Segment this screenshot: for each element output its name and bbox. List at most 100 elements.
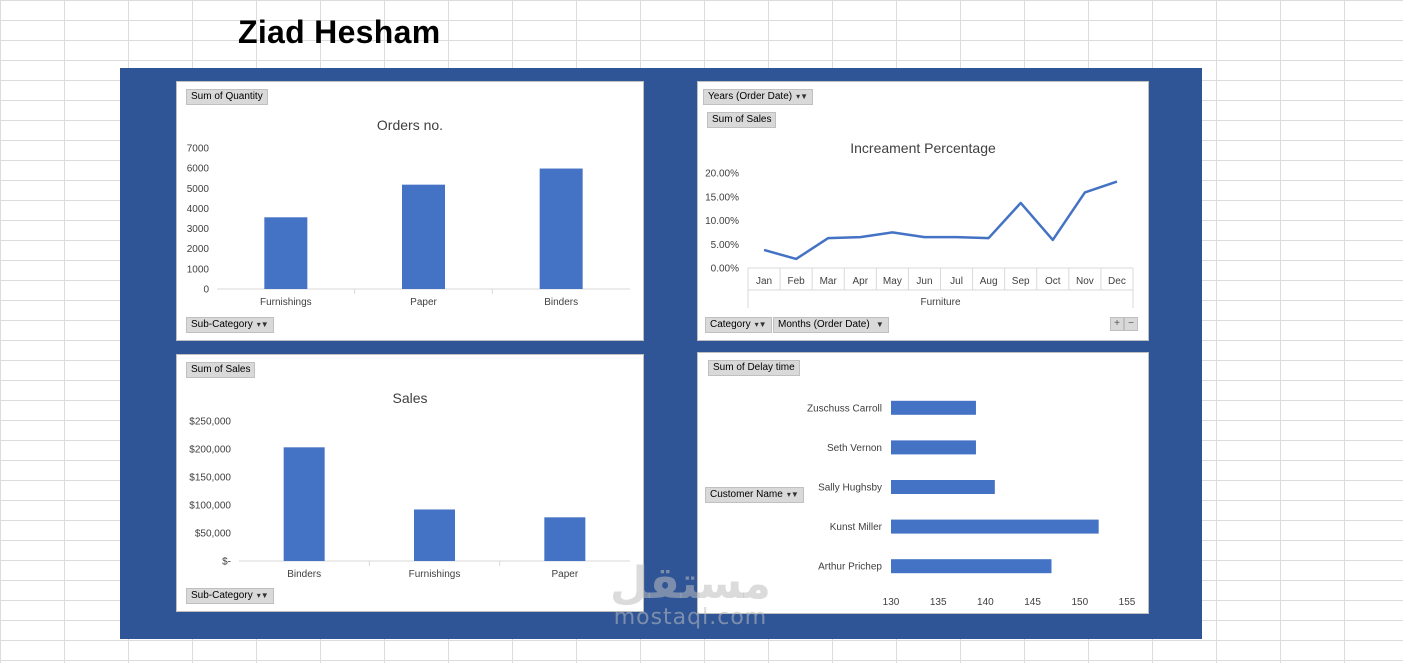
- sub-category-filter-button[interactable]: Sub-Category ▾▼: [186, 317, 274, 333]
- x-tick-label: Jul: [950, 276, 963, 287]
- customer-name-filter-button[interactable]: Customer Name ▾▼: [705, 487, 804, 503]
- x-tick-label: Oct: [1045, 276, 1061, 287]
- bar: [891, 519, 1099, 534]
- x-tick-label: Jan: [756, 276, 772, 287]
- bar: [891, 400, 976, 415]
- expand-field-button[interactable]: +: [1110, 317, 1124, 331]
- axis-button-label: Sub-Category: [191, 319, 253, 330]
- y-tick-label: Sally Hughsby: [818, 483, 882, 494]
- x-tick-label: Mar: [820, 276, 838, 287]
- y-tick-label: 5.00%: [711, 240, 739, 251]
- category-filter-button[interactable]: Category ▾▼: [705, 317, 772, 333]
- y-tick-label: 3000: [187, 224, 210, 235]
- x-tick-label: 135: [930, 597, 947, 608]
- y-tick-label: Kunst Miller: [830, 522, 883, 533]
- bar: [402, 184, 445, 289]
- y-tick-label: $-: [222, 557, 231, 568]
- x-tick-label: Paper: [410, 297, 437, 308]
- filter-icon: ▾▼: [256, 591, 269, 600]
- x-tick-label: Nov: [1076, 276, 1094, 287]
- bar: [891, 440, 976, 455]
- sum-of-sales-field-button[interactable]: Sum of Sales: [186, 362, 256, 378]
- bar: [891, 559, 1052, 574]
- y-tick-label: $100,000: [189, 501, 231, 512]
- y-tick-label: $150,000: [189, 473, 231, 484]
- x-tick-label: Dec: [1108, 276, 1126, 287]
- y-tick-label: $50,000: [195, 529, 232, 540]
- orders-chart-panel[interactable]: Sum of Quantity Orders no. 0 1000 2000 3000…: [176, 81, 644, 341]
- x-tick-label: Aug: [980, 276, 998, 287]
- y-tick-label: 20.00%: [705, 169, 739, 180]
- y-tick-label: 4000: [187, 204, 210, 215]
- filter-icon: ▾▼: [256, 320, 269, 329]
- y-tick-label: 10.00%: [705, 216, 739, 227]
- report-title: Ziad Hesham: [238, 14, 441, 50]
- x-tick-label: Furnishings: [260, 297, 312, 308]
- field-button-label: Years (Order Date): [708, 91, 793, 102]
- y-tick-label: 1000: [187, 264, 210, 275]
- x-tick-label: 150: [1071, 597, 1088, 608]
- filter-icon: ▾▼: [754, 320, 767, 329]
- filter-icon: ▾▼: [786, 490, 799, 499]
- x-tick-label: May: [883, 276, 902, 287]
- dropdown-icon: ▼: [873, 320, 884, 329]
- sum-of-sales-field-button[interactable]: Sum of Sales: [707, 112, 777, 128]
- x-group-label: Furniture: [920, 297, 960, 308]
- bar: [544, 517, 586, 561]
- bar: [264, 217, 308, 289]
- chart-title: Increament Percentage: [850, 140, 996, 156]
- y-tick-label: 7000: [187, 144, 210, 155]
- x-tick-label: 155: [1119, 597, 1136, 608]
- field-button-label: Sum of Sales: [191, 364, 251, 375]
- x-tick-label: 140: [977, 597, 994, 608]
- bar: [891, 480, 995, 494]
- chart-title: Sales: [392, 390, 428, 406]
- sum-of-quantity-field-button[interactable]: Sum of Quantity: [186, 89, 268, 105]
- sum-of-delay-time-field-button[interactable]: Sum of Delay time: [708, 360, 800, 376]
- y-tick-label: Arthur Prichep: [818, 562, 882, 573]
- y-tick-label: Zuschuss Carroll: [807, 403, 882, 414]
- mostaql-watermark: مستقل mostaql.com: [610, 562, 771, 630]
- x-tick-label: 145: [1024, 597, 1041, 608]
- chart-title: Orders no.: [376, 117, 444, 133]
- x-tick-label: Sep: [1012, 276, 1030, 287]
- y-tick-label: 6000: [187, 164, 210, 175]
- x-tick-label: Apr: [853, 276, 869, 287]
- field-button-label: Sum of Delay time: [713, 362, 795, 373]
- bar: [414, 509, 455, 561]
- watermark-latin: mostaql.com: [613, 605, 768, 630]
- sales-bar-chart: $- $50,000 $100,000 $150,000 $200,000 $250,00…: [189, 417, 630, 580]
- delay-chart-panel[interactable]: Sum of Delay time Customer Name ▾▼ 130 135…: [697, 352, 1149, 614]
- years-order-date-filter-button[interactable]: Years (Order Date) ▾▼: [703, 89, 814, 105]
- increment-line-chart: 0.00% 5.00% 10.00% 15.00% 20.00% Jan Feb Mar Apr…: [705, 169, 1134, 308]
- orders-bar-chart: 0 1000 2000 3000 4000 5000 6000 7000 Furnishings…: [187, 144, 630, 308]
- x-tick-label: Binders: [544, 297, 578, 308]
- y-tick-label: 2000: [187, 244, 210, 255]
- y-tick-label: $200,000: [189, 445, 231, 456]
- bar: [283, 447, 325, 561]
- x-tick-label: Feb: [788, 276, 806, 287]
- field-button-label: Sum of Sales: [712, 114, 772, 125]
- axis-button-label: Customer Name: [710, 489, 783, 500]
- collapse-field-button[interactable]: −: [1124, 317, 1138, 331]
- bar: [539, 168, 583, 289]
- x-tick-label: Furnishings: [409, 569, 461, 580]
- axis-button-label: Months (Order Date): [778, 319, 870, 330]
- field-button-label: Sum of Quantity: [191, 91, 263, 102]
- y-tick-label: 15.00%: [705, 192, 739, 203]
- watermark-arabic: مستقل: [610, 558, 771, 609]
- y-tick-label: 0: [203, 285, 209, 296]
- increment-chart-panel[interactable]: Years (Order Date) ▾▼ Sum of Sales Increa…: [697, 81, 1149, 341]
- y-tick-label: 0.00%: [711, 264, 739, 275]
- x-tick-label: Jun: [916, 276, 932, 287]
- x-tick-label: Paper: [551, 569, 578, 580]
- axis-button-label: Category: [710, 319, 751, 330]
- sales-chart-panel[interactable]: Sum of Sales Sales $- $50,000 $100,000 $150…: [176, 354, 644, 612]
- y-tick-label: $250,000: [189, 417, 231, 428]
- x-tick-label: Binders: [287, 569, 321, 580]
- months-order-date-filter-button[interactable]: Months (Order Date) ▼: [773, 317, 889, 333]
- sub-category-filter-button[interactable]: Sub-Category ▾▼: [186, 588, 274, 604]
- y-tick-label: Seth Vernon: [827, 443, 882, 454]
- series-line: [763, 180, 1118, 261]
- x-tick-label: 130: [883, 597, 900, 608]
